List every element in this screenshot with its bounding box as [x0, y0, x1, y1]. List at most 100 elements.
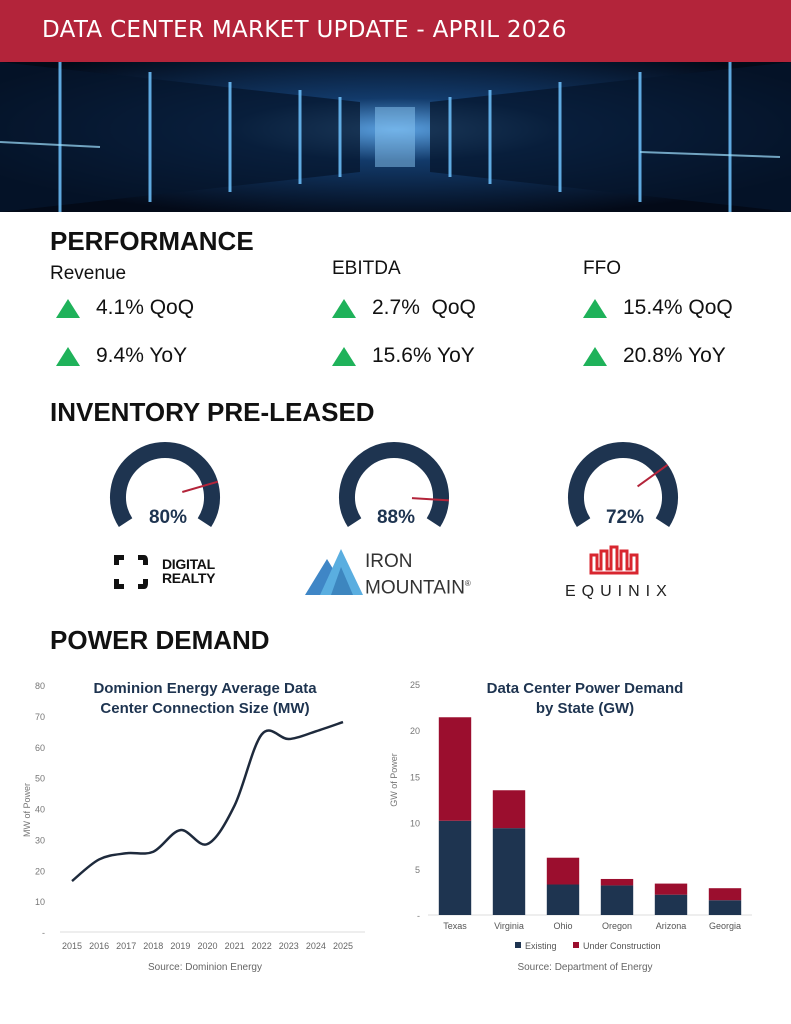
- gauge-arc: [568, 442, 678, 527]
- triangle-up-icon: [583, 298, 607, 318]
- y-tick-label: -: [417, 911, 420, 921]
- performance-heading: PERFORMANCE: [50, 226, 254, 256]
- y-axis-label: GW of Power: [389, 753, 399, 807]
- revenue-yoy: 9.4% YoY: [56, 344, 187, 368]
- x-tick-label: 2015: [62, 941, 82, 951]
- bar-under-construction: [654, 883, 688, 895]
- gauge-value: 72%: [605, 507, 645, 528]
- iron-mountain-logo: IRON MOUNTAIN®: [305, 547, 495, 598]
- inventory-heading: INVENTORY PRE-LEASED: [50, 397, 375, 427]
- bar-existing: [600, 885, 634, 915]
- power-heading: POWER DEMAND: [50, 625, 270, 655]
- performance-revenue: Revenue: [50, 263, 126, 285]
- x-tick-label: Ohio: [553, 921, 572, 931]
- triangle-up-icon: [56, 346, 80, 366]
- equinix-logo: EQUINIX: [565, 545, 685, 601]
- performance-ebitda: EBITDA: [332, 258, 401, 280]
- equinix-mark-icon: [589, 545, 639, 575]
- chart-title: Center Connection Size (MW): [100, 700, 309, 717]
- triangle-up-icon: [332, 346, 356, 366]
- gauge-digital-realty: [110, 442, 220, 527]
- chart-source: Source: Department of Energy: [517, 962, 652, 973]
- x-tick-label: 2019: [170, 941, 190, 951]
- digital-realty-mark-icon: [114, 555, 148, 589]
- metric-label: EBITDA: [332, 258, 401, 279]
- performance-ffo: FFO: [583, 258, 621, 280]
- y-tick-label: 40: [35, 805, 45, 815]
- bar-existing: [654, 894, 688, 915]
- digital-realty-logo: DIGITAL REALTY: [110, 551, 230, 593]
- triangle-up-icon: [332, 298, 356, 318]
- metric-label: FFO: [583, 258, 621, 279]
- x-tick-label: 2025: [333, 941, 353, 951]
- legend-swatch: [515, 942, 521, 948]
- legend-label: Under Construction: [583, 941, 661, 951]
- y-axis-label: MW of Power: [22, 783, 32, 837]
- x-tick-label: 2017: [116, 941, 136, 951]
- bar-existing: [708, 900, 742, 915]
- y-tick-label: 50: [35, 774, 45, 784]
- gauge-arc: [110, 442, 220, 527]
- gauge-needle: [411, 497, 449, 502]
- chart-title: Dominion Energy Average Data: [93, 680, 317, 697]
- x-tick-label: 2021: [225, 941, 245, 951]
- metric-label: Revenue: [50, 263, 127, 284]
- legend-swatch: [573, 942, 579, 948]
- y-tick-label: 10: [35, 897, 45, 907]
- x-tick-label: Virginia: [494, 921, 524, 931]
- gauge-equinix: [568, 442, 678, 527]
- ebitda-yoy: 15.6% YoY: [332, 344, 475, 368]
- chart-source: Source: Dominion Energy: [148, 962, 262, 973]
- y-tick-label: 80: [35, 681, 45, 691]
- legend-label: Existing: [525, 941, 557, 951]
- mountain-icon: [305, 549, 363, 595]
- x-tick-label: 2020: [197, 941, 217, 951]
- x-tick-label: Georgia: [709, 921, 741, 931]
- gauge-value: 88%: [376, 507, 416, 528]
- x-tick-label: 2018: [143, 941, 163, 951]
- x-tick-label: Texas: [443, 921, 467, 931]
- gauge-needle: [636, 463, 669, 488]
- x-tick-label: Arizona: [656, 921, 687, 931]
- ebitda-qoq: 2.7% QoQ: [332, 296, 476, 320]
- chart-title: by State (GW): [536, 700, 634, 717]
- y-tick-label: 20: [35, 866, 45, 876]
- x-tick-label: 2016: [89, 941, 109, 951]
- y-tick-label: 15: [410, 772, 420, 782]
- metric-value: 15.4% QoQ: [623, 296, 733, 319]
- chart-title: Data Center Power Demand: [487, 680, 684, 697]
- y-tick-label: 70: [35, 712, 45, 722]
- gauge-arc: [339, 442, 449, 527]
- bar-under-construction: [600, 878, 634, 886]
- y-tick-label: 30: [35, 835, 45, 845]
- x-tick-label: 2022: [252, 941, 272, 951]
- ffo-yoy: 20.8% YoY: [583, 344, 726, 368]
- gauge-needle: [182, 480, 219, 493]
- power-demand-bar-chart: Data Center Power Demand by State (GW) - 5 1…: [389, 680, 752, 973]
- metric-value: 9.4% YoY: [96, 344, 188, 367]
- y-tick-label: 10: [410, 819, 420, 829]
- metric-value: 20.8% YoY: [623, 344, 726, 367]
- metric-value: 4.1% QoQ: [96, 296, 195, 319]
- ffo-qoq: 15.4% QoQ: [583, 296, 733, 320]
- connection-size-line-chart: Dominion Energy Average Data Center Conne…: [22, 680, 365, 973]
- revenue-qoq: 4.1% QoQ: [56, 296, 194, 320]
- bar-under-construction: [492, 790, 526, 829]
- metric-value: 15.6% YoY: [372, 344, 475, 367]
- y-tick-label: -: [42, 928, 45, 938]
- bar-under-construction: [708, 888, 742, 901]
- series-line: [71, 720, 344, 883]
- triangle-up-icon: [56, 298, 80, 318]
- gauge-iron-mountain: [339, 442, 449, 527]
- y-tick-label: 20: [410, 726, 420, 736]
- bar-existing: [546, 884, 580, 915]
- page-title: DATA CENTER MARKET UPDATE - APRIL 2026: [42, 17, 567, 43]
- y-tick-label: 5: [415, 865, 420, 875]
- gauge-value: 80%: [148, 507, 188, 528]
- x-tick-label: Oregon: [602, 921, 632, 931]
- bar-existing: [492, 828, 526, 915]
- metric-value: 2.7% QoQ: [372, 296, 476, 319]
- triangle-up-icon: [583, 346, 607, 366]
- x-tick-label: 2024: [306, 941, 326, 951]
- y-tick-label: 60: [35, 743, 45, 753]
